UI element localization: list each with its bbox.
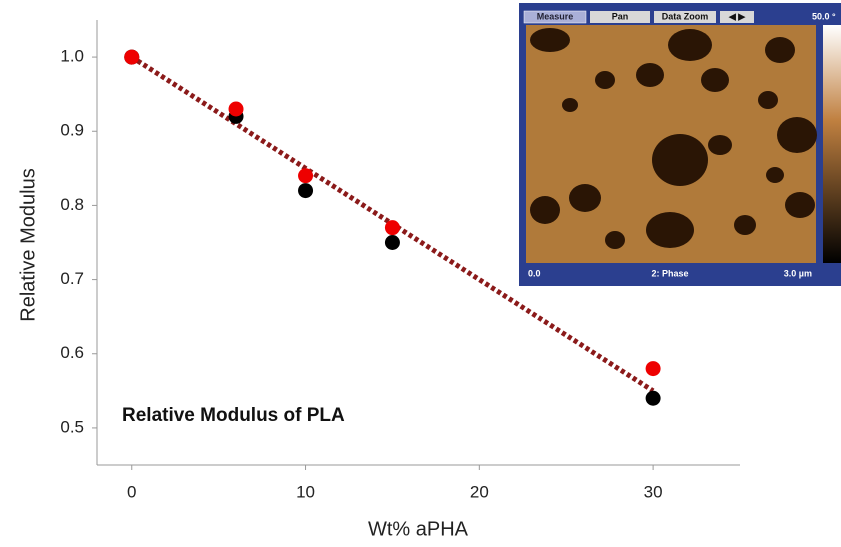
point bbox=[298, 183, 313, 198]
button-label: Data Zoom bbox=[662, 11, 709, 21]
inset-label: 3.0 µm bbox=[784, 268, 812, 278]
button-label: ◀ ▶ bbox=[728, 11, 746, 21]
point bbox=[385, 235, 400, 250]
color-bar bbox=[823, 25, 841, 263]
annotation: Relative Modulus of PLA bbox=[122, 405, 345, 426]
point bbox=[124, 50, 139, 65]
button-label: Pan bbox=[612, 11, 629, 21]
x-tick-label: 20 bbox=[470, 482, 489, 501]
point bbox=[385, 220, 400, 235]
x-axis-label: Wt% aPHA bbox=[368, 518, 469, 540]
x-tick-label: 30 bbox=[644, 482, 663, 501]
page: {"chart_data": {"type": "scatter", "x_la… bbox=[0, 0, 841, 547]
y-tick-label: 0.6 bbox=[60, 343, 84, 362]
chart: Relative Modulus Wt% aPHA Relative Modul… bbox=[0, 0, 841, 547]
button-label: Measure bbox=[537, 11, 574, 21]
y-tick-label: 0.8 bbox=[60, 195, 84, 214]
y-tick-label: 0.9 bbox=[60, 121, 84, 140]
x-tick-label: 10 bbox=[296, 482, 315, 501]
point bbox=[298, 168, 313, 183]
afm-inset: Measure Pan Data Zoom ◀ ▶ 50.0 ° 0.0 2: … bbox=[519, 3, 841, 286]
point bbox=[646, 391, 661, 406]
y-axis-label: Relative Modulus bbox=[17, 168, 39, 321]
y-tick-label: 1.0 bbox=[60, 47, 84, 66]
y-tick-label: 0.5 bbox=[60, 417, 84, 436]
y-tick-label: 0.7 bbox=[60, 269, 84, 288]
scale-top: 50.0 ° bbox=[812, 11, 836, 21]
x-tick-label: 0 bbox=[127, 482, 136, 501]
inset-label: 2: Phase bbox=[651, 268, 688, 278]
point bbox=[646, 361, 661, 376]
point bbox=[229, 102, 244, 117]
inset-label: 0.0 bbox=[528, 268, 541, 278]
